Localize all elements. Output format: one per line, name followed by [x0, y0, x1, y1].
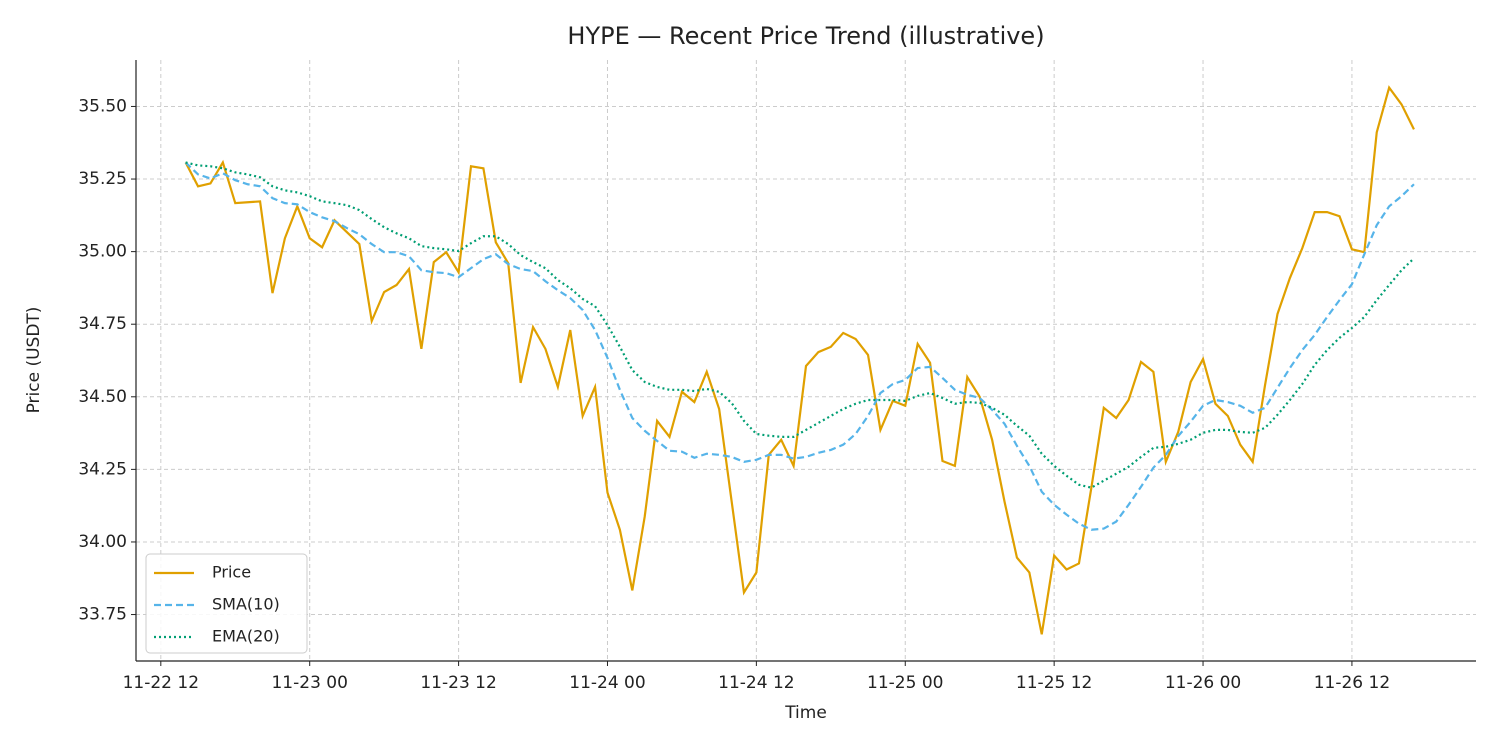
y-tick-label: 34.75	[78, 314, 127, 334]
line-series	[184, 85, 1415, 635]
x-tick-label: 11-25 12	[1016, 673, 1092, 693]
legend-label: EMA(20)	[212, 627, 280, 646]
y-tick-label: 35.00	[78, 242, 127, 262]
legend-label: Price	[212, 563, 251, 582]
y-tick-label: 34.25	[78, 459, 127, 479]
x-tick-label: 11-22 12	[123, 673, 199, 693]
x-tick-label: 11-26 00	[1165, 673, 1241, 693]
y-tick-label: 33.75	[78, 605, 127, 625]
x-tick-label: 11-23 12	[420, 673, 496, 693]
x-tick-label: 11-23 00	[271, 673, 347, 693]
x-tick-label: 11-24 12	[718, 673, 794, 693]
x-tick-label: 11-26 12	[1314, 673, 1390, 693]
chart-title: HYPE — Recent Price Trend (illustrative)	[567, 22, 1044, 50]
y-tick-label: 35.50	[78, 96, 127, 116]
legend-label: SMA(10)	[212, 595, 280, 614]
line-series	[185, 161, 1415, 489]
y-tick-label: 35.25	[78, 169, 127, 189]
y-tick-label: 34.50	[78, 387, 127, 407]
x-tick-label: 11-24 00	[569, 673, 645, 693]
x-tick-label: 11-25 00	[867, 673, 943, 693]
y-tick-label: 34.00	[78, 532, 127, 552]
line-series	[184, 161, 1415, 531]
y-axis-label: Price (USDT)	[24, 307, 44, 414]
legend-box	[145, 553, 308, 654]
x-axis-label: Time	[784, 703, 827, 723]
